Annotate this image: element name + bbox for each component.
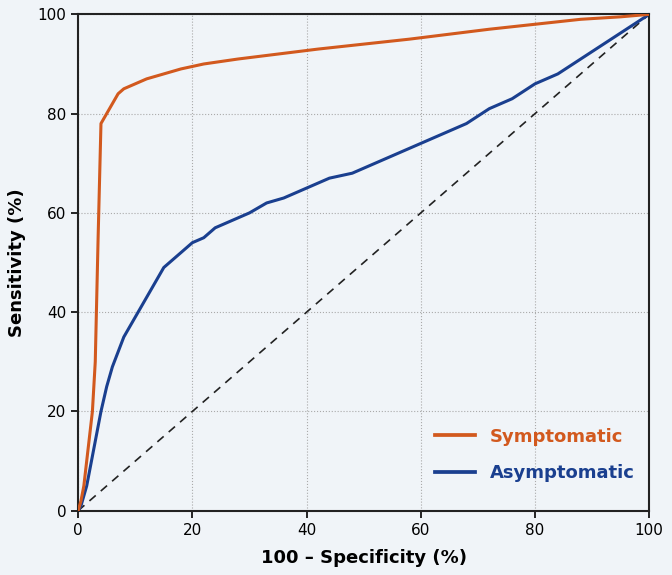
Y-axis label: Sensitivity (%): Sensitivity (%) xyxy=(8,188,26,337)
Legend: Symptomatic, Asymptomatic: Symptomatic, Asymptomatic xyxy=(435,428,634,482)
X-axis label: 100 – Specificity (%): 100 – Specificity (%) xyxy=(261,549,466,567)
